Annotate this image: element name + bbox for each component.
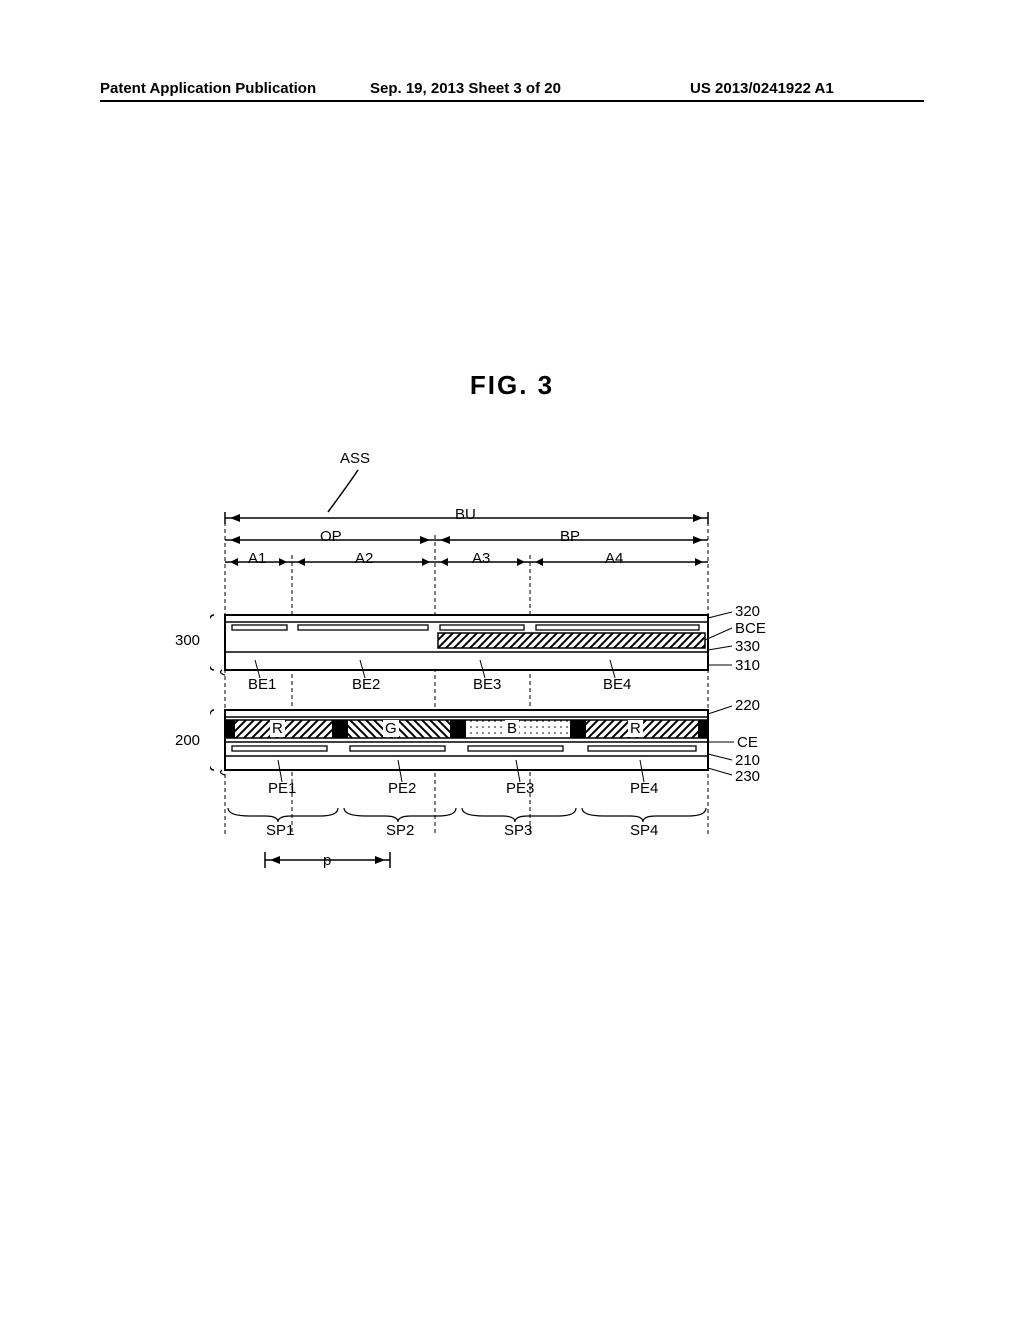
figure-title: FIG. 3 (0, 370, 1024, 401)
be4: BE4 (603, 676, 631, 693)
a3-label: A3 (472, 550, 490, 567)
pe2: PE2 (388, 780, 416, 797)
figure-svg (210, 460, 810, 940)
sp4: SP4 (630, 822, 658, 839)
be1: BE1 (248, 676, 276, 693)
cf-r1: R (270, 720, 285, 737)
cf-g: G (383, 720, 399, 737)
l230: 230 (735, 768, 760, 785)
a1-label: A1 (248, 550, 266, 567)
lBCE: BCE (735, 620, 766, 637)
op-label: OP (320, 528, 342, 545)
a4-label: A4 (605, 550, 623, 567)
pe1: PE1 (268, 780, 296, 797)
l310: 310 (735, 657, 760, 674)
s200-label: 200 (175, 732, 200, 749)
a2-label: A2 (355, 550, 373, 567)
pe4: PE4 (630, 780, 658, 797)
header-left: Patent Application Publication (100, 80, 316, 97)
lCE: CE (737, 734, 758, 751)
l220: 220 (735, 697, 760, 714)
figure-diagram: ASS (210, 460, 770, 920)
pe3: PE3 (506, 780, 534, 797)
header-right: US 2013/0241922 A1 (690, 80, 834, 97)
bu-label: BU (455, 506, 476, 523)
sp1: SP1 (266, 822, 294, 839)
s300-label: 300 (175, 632, 200, 649)
l330: 330 (735, 638, 760, 655)
header-rule (100, 100, 924, 102)
l210: 210 (735, 752, 760, 769)
be2: BE2 (352, 676, 380, 693)
header-mid: Sep. 19, 2013 Sheet 3 of 20 (370, 80, 561, 97)
sp2: SP2 (386, 822, 414, 839)
pitch-p: p (323, 852, 331, 869)
sp3: SP3 (504, 822, 532, 839)
be3: BE3 (473, 676, 501, 693)
cf-b: B (505, 720, 519, 737)
cf-r2: R (628, 720, 643, 737)
bp-label: BP (560, 528, 580, 545)
l320: 320 (735, 603, 760, 620)
